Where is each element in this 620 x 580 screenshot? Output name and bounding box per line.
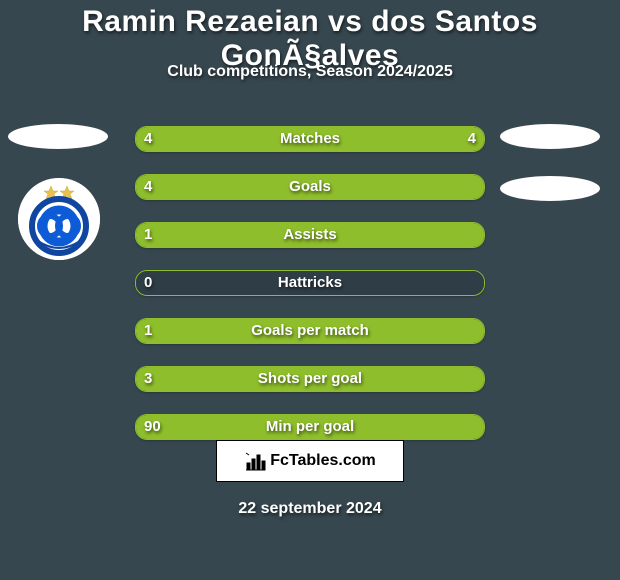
stat-label: Goals per match <box>136 319 484 343</box>
bar-chart-icon <box>244 450 266 472</box>
stat-row: 90Min per goal <box>135 414 485 440</box>
esteghlal-logo-icon <box>18 178 100 260</box>
stat-row: 44Matches <box>135 126 485 152</box>
footer-brand: FcTables.com <box>216 440 404 482</box>
stat-label: Matches <box>136 127 484 151</box>
stat-label: Shots per goal <box>136 367 484 391</box>
stats-container: 44Matches 4Goals 1Assists 0Hattricks 1Goals … <box>135 126 485 462</box>
stat-label: Hattricks <box>136 271 484 295</box>
date-label: 22 september 2024 <box>0 500 620 518</box>
stat-row: 1Goals per match <box>135 318 485 344</box>
stat-label: Min per goal <box>136 415 484 439</box>
stat-row: 0Hattricks <box>135 270 485 296</box>
club-badge-left <box>18 178 100 260</box>
side-ellipse <box>500 176 600 201</box>
stat-row: 3Shots per goal <box>135 366 485 392</box>
stat-row: 4Goals <box>135 174 485 200</box>
side-ellipse <box>8 124 108 149</box>
footer-brand-label: FcTables.com <box>270 452 376 470</box>
side-ellipse <box>500 124 600 149</box>
subtitle: Club competitions, Season 2024/2025 <box>0 63 620 81</box>
stat-row: 1Assists <box>135 222 485 248</box>
stat-label: Assists <box>136 223 484 247</box>
stat-label: Goals <box>136 175 484 199</box>
